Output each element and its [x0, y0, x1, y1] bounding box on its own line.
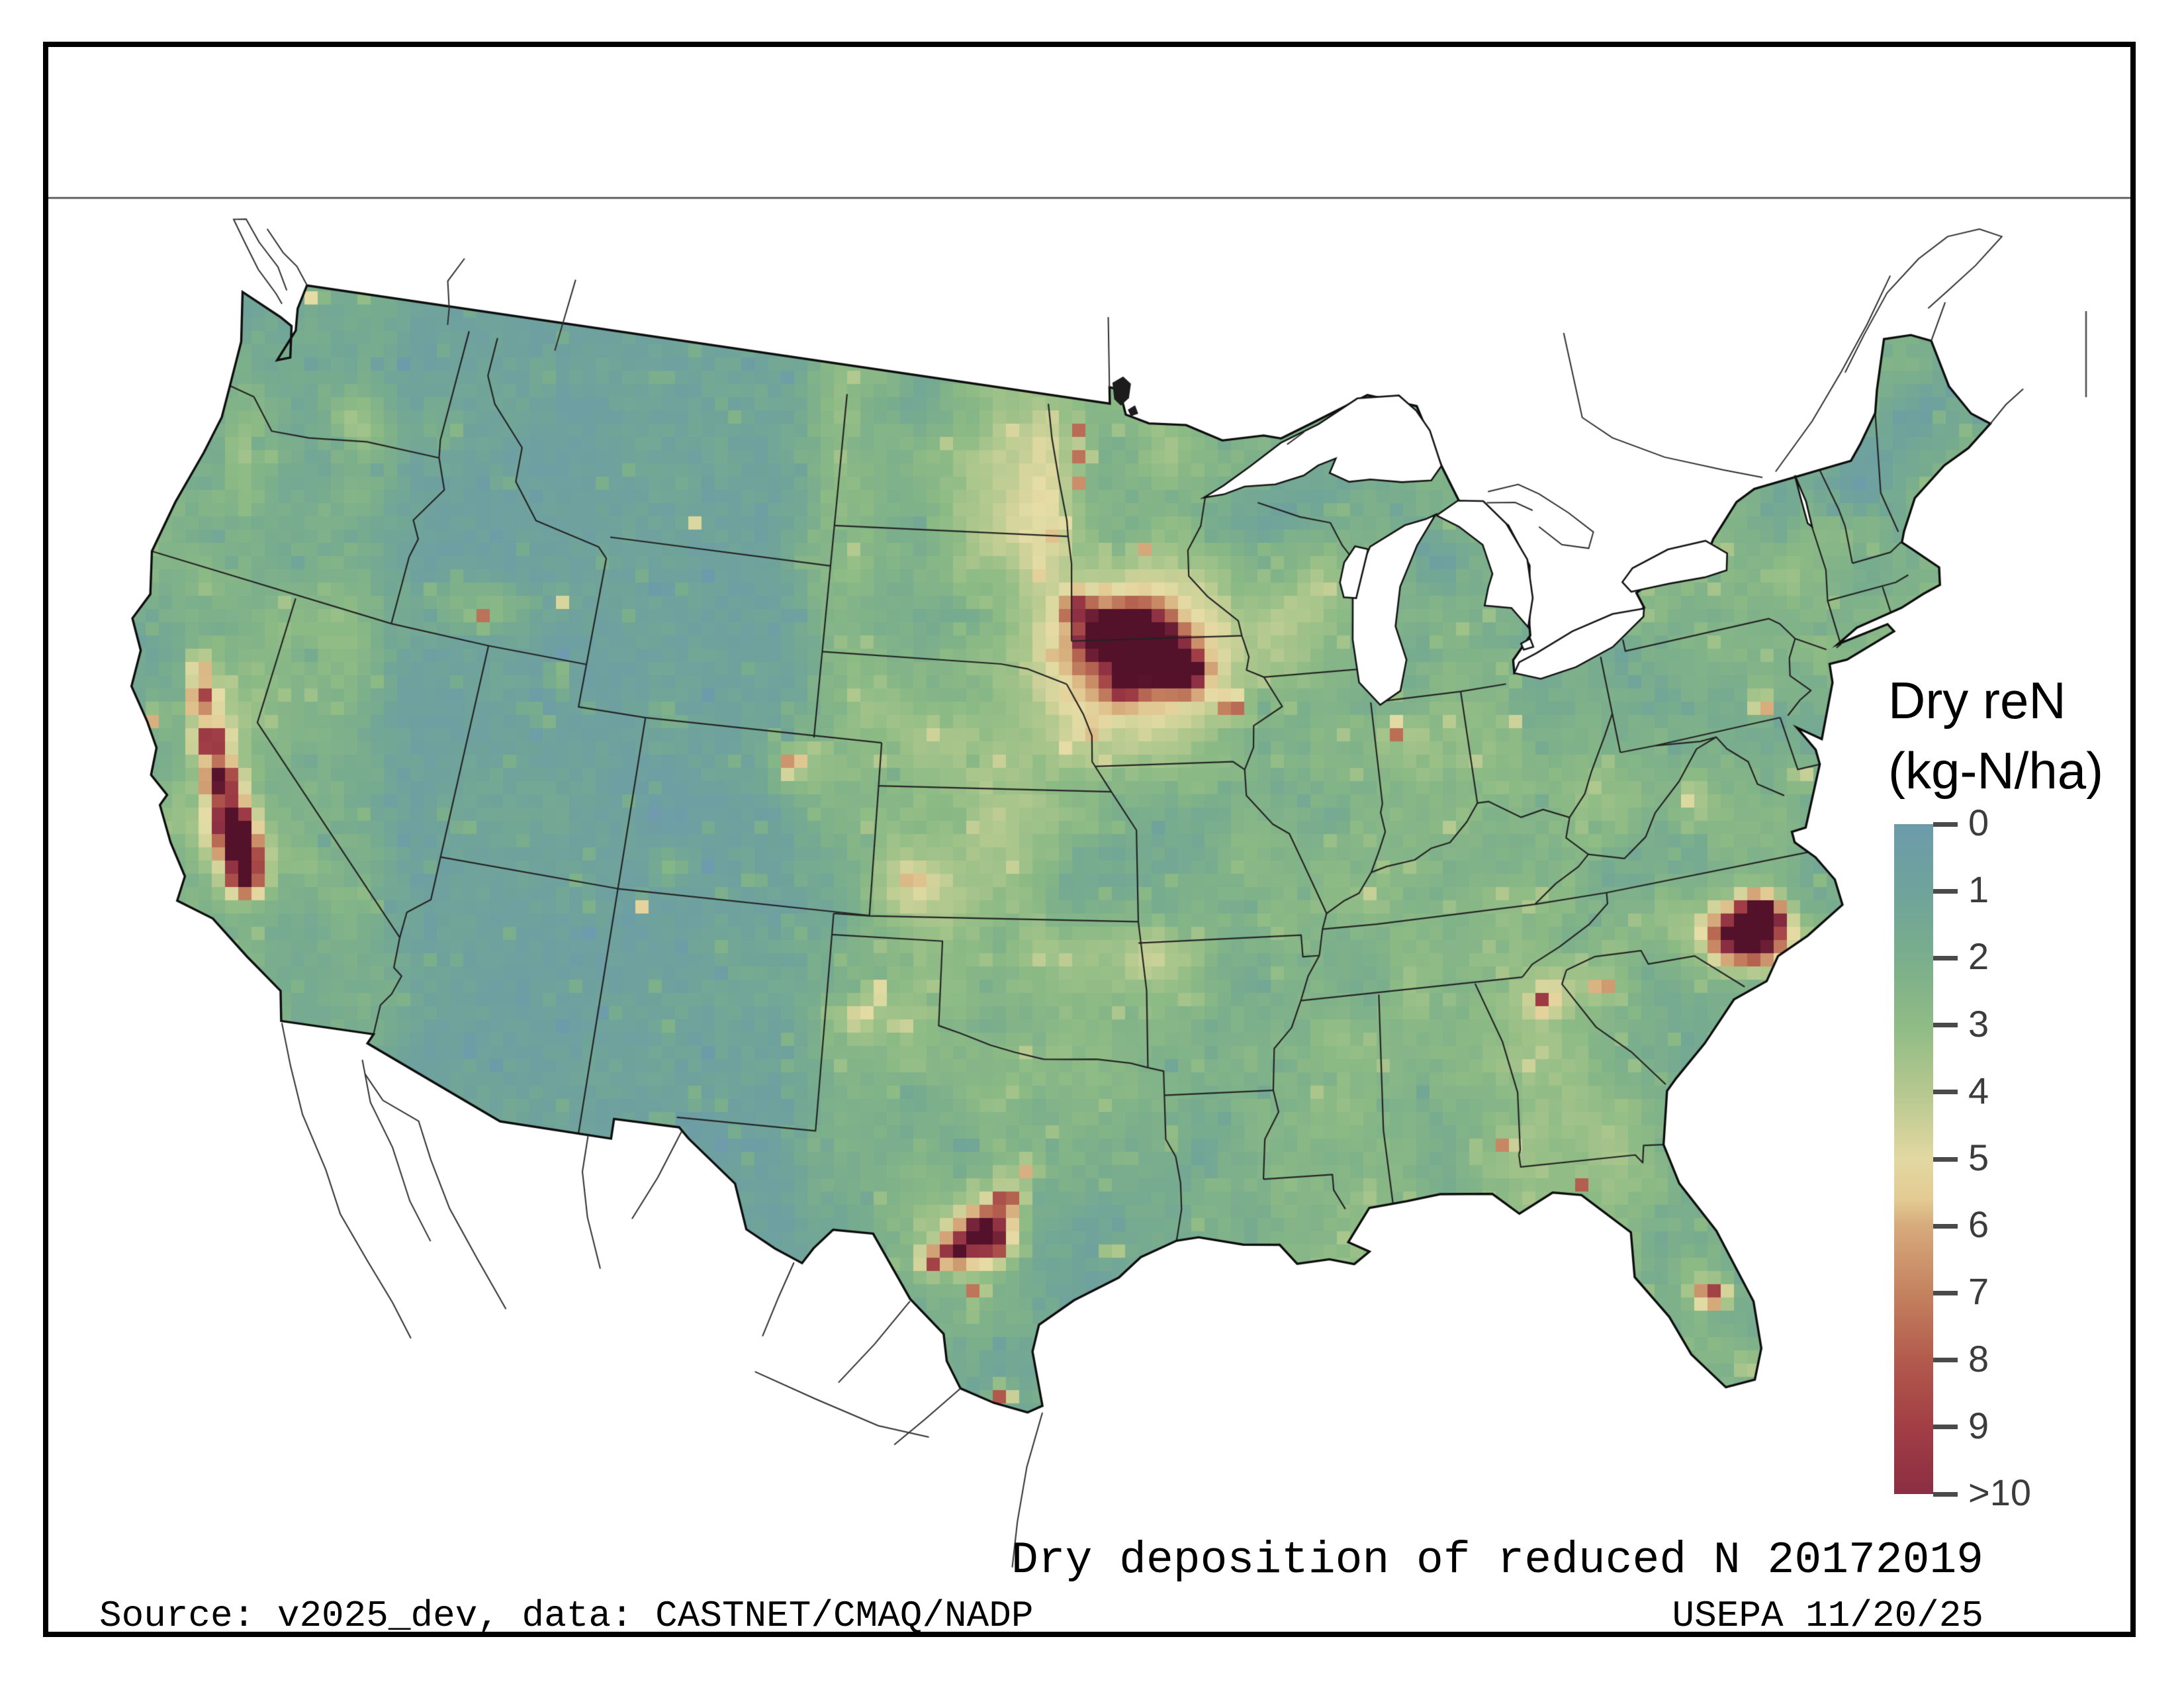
legend-tick-label: 7	[1968, 1270, 1989, 1313]
tick-mark-icon	[1933, 1156, 1958, 1162]
legend-tick-label: >10	[1968, 1472, 2031, 1513]
legend-title-line2: (kg-N/ha)	[1888, 741, 2104, 800]
plot-frame: Dry reN (kg-N/ha) 0 1 2 3 4 5 6 7 8 9 >10 Dry depo…	[43, 42, 2136, 1637]
source-note: Source: v2025_dev, data: CASTNET/CMAQ/NA…	[99, 1595, 1034, 1637]
tick-mark-icon	[1933, 955, 1958, 961]
legend-tick-label: 3	[1968, 1002, 1989, 1045]
legend-tick-label: 0	[1968, 802, 1989, 843]
legend-tick-label: 6	[1968, 1203, 1989, 1246]
tick-mark-icon	[1933, 888, 1958, 894]
tick-mark-icon	[1933, 1491, 1958, 1497]
tick-mark-icon	[1933, 1358, 1958, 1363]
us-deposition-map	[48, 47, 2130, 1632]
legend-title-line1: Dry reN	[1888, 671, 2066, 729]
tick-mark-icon	[1933, 821, 1958, 827]
agency-date: USEPA 11/20/25	[1672, 1595, 1983, 1637]
legend-title: Dry reN (kg-N/ha)	[1888, 665, 2103, 806]
tick-mark-icon	[1933, 1425, 1958, 1430]
legend-tick-label: 8	[1968, 1337, 1989, 1380]
legend-tick-label: 4	[1968, 1069, 1989, 1111]
legend-tick-label: 1	[1968, 868, 1989, 911]
legend-tick-label: 5	[1968, 1137, 1989, 1178]
legend-tick-label: 2	[1968, 935, 1989, 978]
map-caption: Dry deposition of reduced N 20172019	[1011, 1535, 1983, 1586]
tick-mark-icon	[1933, 1090, 1958, 1095]
tick-mark-icon	[1933, 1223, 1958, 1229]
legend-tick-axis: 0 1 2 3 4 5 6 7 8 9 >10	[1933, 804, 2132, 1511]
tick-mark-icon	[1933, 1290, 1958, 1295]
tick-mark-icon	[1933, 1023, 1958, 1028]
legend-colorbar	[1894, 824, 1933, 1494]
legend-tick-label: 9	[1968, 1404, 1989, 1446]
